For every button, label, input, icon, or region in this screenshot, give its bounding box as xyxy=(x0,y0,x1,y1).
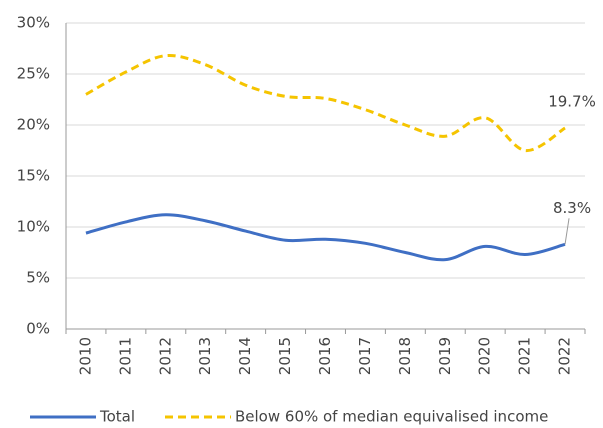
x-tick-label: 2019 xyxy=(436,337,454,375)
x-tick-label: 2011 xyxy=(116,337,134,375)
x-tick-label: 2017 xyxy=(356,337,374,375)
leader-line xyxy=(564,218,570,245)
x-tick-label: 2010 xyxy=(76,337,94,375)
x-tick-label: 2014 xyxy=(236,337,254,375)
y-tick-label: 15% xyxy=(17,167,50,185)
x-tick-label: 2012 xyxy=(156,337,174,375)
x-tick-label: 2016 xyxy=(316,337,334,375)
x-tick-label: 2018 xyxy=(396,337,414,375)
y-tick-label: 30% xyxy=(17,14,50,32)
y-tick-label: 20% xyxy=(17,116,50,134)
x-tick-label: 2015 xyxy=(276,337,294,375)
series-line xyxy=(85,53,566,153)
x-tick-label: 2022 xyxy=(556,337,574,375)
x-tick-label: 2021 xyxy=(516,337,534,375)
x-tick-label: 2020 xyxy=(476,337,494,375)
y-tick-label: 25% xyxy=(17,65,50,83)
y-tick-label: 10% xyxy=(17,218,50,236)
series-line xyxy=(85,213,566,262)
data-label: 8.3% xyxy=(553,199,591,217)
x-tick-label: 2013 xyxy=(196,337,214,375)
legend-label: Below 60% of median equivalised income xyxy=(235,408,548,426)
data-label: 19.7% xyxy=(548,93,596,111)
legend-label: Total xyxy=(99,408,135,426)
y-tick-label: 5% xyxy=(26,269,50,287)
y-tick-label: 0% xyxy=(26,320,50,338)
